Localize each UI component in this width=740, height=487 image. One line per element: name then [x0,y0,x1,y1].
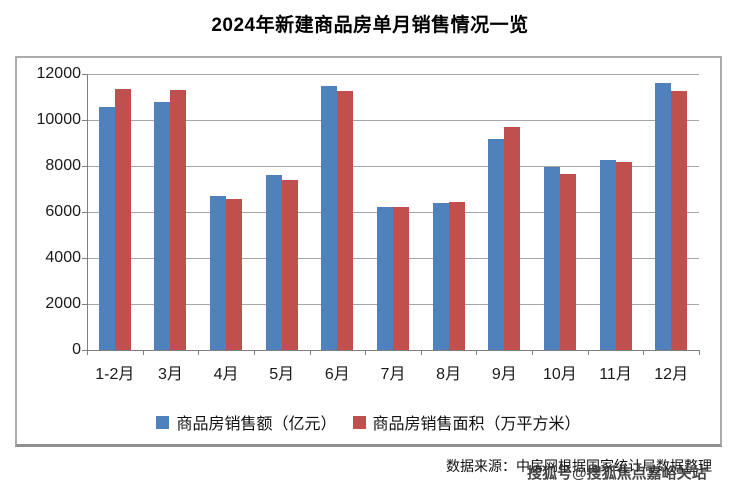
data-source-note: 数据来源：中房网根据国家统计局数据整理 [446,458,712,474]
y-axis-tick [82,166,87,167]
y-axis-label: 12000 [36,65,82,82]
x-axis-label: 3月 [158,366,183,383]
x-axis-tick [699,350,700,355]
bar-sales-area [559,174,576,350]
x-axis-tick [142,350,144,355]
x-axis-tick [87,350,88,355]
y-axis-tick [82,74,87,75]
y-axis-tick [82,120,87,121]
y-axis-tick [82,350,87,351]
chart-title: 2024年新建商品房单月销售情况一览 [211,15,529,36]
bar-sales-value [432,203,449,350]
watermark: 搜狐号@搜狐焦点嘉峪关站 [527,465,707,482]
x-axis-tick [309,350,311,355]
y-axis-label: 10000 [36,111,82,128]
bar-sales-area [281,180,298,350]
bar-sales-value [210,196,227,350]
x-axis-tick [476,350,478,355]
y-axis-tick [82,212,87,213]
x-axis-tick [365,350,367,355]
gridline [87,166,699,167]
y-axis-label: 2000 [45,295,81,312]
y-axis-tick [82,304,87,305]
y-axis-line [87,74,88,350]
bar-sales-area [504,127,521,350]
x-axis-label: 8月 [436,366,462,383]
bar-sales-value [265,175,282,350]
x-axis-line [87,350,700,351]
bar-sales-value [321,86,338,350]
bar-sales-area [114,89,131,350]
gridline [87,120,699,121]
bar-sales-value [377,207,393,350]
x-axis-label: 6月 [324,366,350,383]
legend: 商品房销售额（亿元） 商品房销售面积（万平方米） [17,410,720,434]
x-axis-tick [587,350,589,355]
x-axis-label: 10月 [543,366,577,383]
bar-sales-area [448,202,465,350]
x-axis-label: 4月 [213,366,239,383]
bar-sales-area [170,90,187,350]
x-axis-tick [532,350,534,355]
x-axis-label: 1-2月 [95,366,135,383]
bar-sales-value [98,107,115,350]
x-axis-tick [253,350,255,355]
legend-label-sales-area: 商品房销售面积（万平方米） [372,416,581,433]
bar-sales-value [599,160,616,350]
x-axis-tick [643,350,645,355]
y-axis-label: 8000 [45,157,81,174]
chart-frame: 商品房销售额（亿元） 商品房销售面积（万平方米） 0 2000 4000 6000 80… [15,56,722,447]
y-axis-label: 4000 [45,249,81,266]
legend-swatch-red-icon [352,415,366,429]
bar-sales-area [337,91,354,350]
bar-sales-area [393,207,409,350]
bar-sales-area [615,162,632,350]
legend-item-sales-value: 商品房销售额（亿元） [156,410,337,434]
x-axis-label: 7月 [380,366,406,383]
gridline [87,74,699,75]
bar-sales-value [543,167,560,350]
x-axis-label: 12月 [654,366,689,383]
bar-sales-area [226,199,243,350]
x-axis-label: 9月 [491,366,517,383]
y-axis-label: 6000 [45,203,81,220]
y-axis-tick [82,258,87,259]
x-axis-label: 11月 [599,366,632,383]
legend-item-sales-area: 商品房销售面积（万平方米） [352,410,581,434]
legend-label-sales-value: 商品房销售额（亿元） [176,416,337,433]
x-axis-tick [420,350,422,355]
bar-sales-value [154,102,171,350]
bar-sales-value [655,83,672,350]
bar-sales-value [488,139,505,350]
legend-swatch-blue-icon [156,415,170,429]
y-axis-label: 0 [72,341,81,358]
bar-sales-area [671,91,688,350]
x-axis-tick [198,350,200,355]
x-axis-label: 5月 [269,366,295,383]
